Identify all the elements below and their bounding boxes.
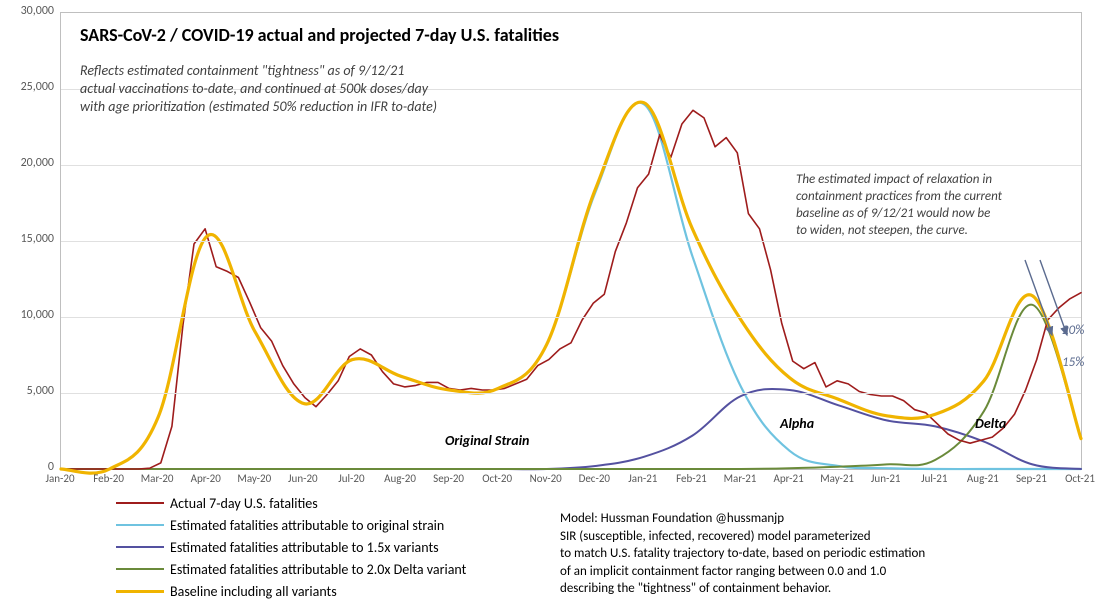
- x-tick-label: Jul-20: [338, 472, 364, 485]
- legend-item-baseline: Baseline including all variants: [116, 580, 466, 602]
- x-tick-label: Jun-20: [288, 472, 318, 485]
- x-tick-label: Oct-21: [1065, 472, 1095, 485]
- gridline: [61, 241, 1081, 242]
- legend-swatch: [116, 502, 164, 504]
- variant-label-original: Original Strain: [445, 432, 529, 449]
- gridline: [61, 317, 1081, 318]
- y-tick-label: 10,000: [4, 308, 54, 322]
- x-tick-label: Jan-21: [628, 472, 657, 485]
- gridline: [61, 393, 1081, 394]
- y-tick-label: 15,000: [4, 232, 54, 246]
- x-tick-label: Dec-20: [579, 472, 610, 485]
- chart-subtitle-2: actual vaccinations to-date, and continu…: [80, 80, 428, 98]
- variant-label-alpha: Alpha: [780, 415, 814, 432]
- series-delta: [61, 305, 1081, 469]
- x-tick-label: Sep-20: [433, 472, 464, 485]
- legend-item-alpha: Estimated fatalities attributable to 1.5…: [116, 536, 466, 558]
- x-tick-label: Oct-20: [482, 472, 512, 485]
- legend-label: Actual 7-day U.S. fatalities: [170, 495, 318, 512]
- legend-label: Estimated fatalities attributable to 2.0…: [170, 561, 466, 578]
- legend: Actual 7-day U.S. fatalities Estimated fa…: [116, 492, 466, 602]
- x-tick-label: May-20: [237, 472, 271, 485]
- legend-label: Estimated fatalities attributable to 1.5…: [170, 539, 439, 556]
- chart-subtitle-1: Reflects estimated containment "tightnes…: [80, 62, 404, 80]
- pct-label-20: 20%: [1062, 323, 1084, 338]
- x-tick-label: Mar-21: [724, 472, 757, 485]
- x-tick-label: Mar-20: [141, 472, 174, 485]
- x-tick-label: Sep-21: [1016, 472, 1047, 485]
- model-note-line-1: Model: Hussman Foundation @hussmanjp: [560, 510, 925, 528]
- legend-item-actual: Actual 7-day U.S. fatalities: [116, 492, 466, 514]
- x-tick-label: Apr-20: [191, 472, 221, 485]
- x-tick-label: Feb-21: [676, 472, 707, 485]
- legend-label: Baseline including all variants: [170, 583, 337, 600]
- chart-subtitle-3: with age prioritization (estimated 50% r…: [80, 98, 437, 116]
- model-note-line-4: of an implicit containment factor rangin…: [560, 563, 925, 581]
- legend-swatch: [116, 524, 164, 526]
- relax-annotation-1: The estimated impact of relaxation in: [796, 172, 992, 189]
- x-tick-label: May-21: [820, 472, 854, 485]
- relax-annotation-4: to widen, not steepen, the curve.: [796, 223, 968, 240]
- series-baseline: [61, 102, 1081, 473]
- gridline: [61, 165, 1081, 166]
- x-tick-label: Apr-21: [773, 472, 803, 485]
- model-note: Model: Hussman Foundation @hussmanjp SIR…: [560, 510, 925, 598]
- pct-label-15: 15%: [1062, 355, 1084, 370]
- legend-swatch: [116, 568, 164, 570]
- y-tick-label: 20,000: [4, 156, 54, 170]
- model-note-line-5: describing the "tightness" of containmen…: [560, 580, 925, 598]
- legend-swatch: [116, 590, 164, 593]
- model-note-line-2: SIR (susceptible, infected, recovered) m…: [560, 528, 925, 546]
- chart-container: SARS-CoV-2 / COVID-19 actual and project…: [0, 0, 1104, 615]
- x-tick-label: Jan-20: [45, 472, 74, 485]
- x-tick-label: Aug-21: [967, 472, 999, 485]
- relax-annotation-2: containment practices from the current: [796, 189, 1002, 206]
- y-tick-label: 5,000: [4, 384, 54, 398]
- variant-label-delta: Delta: [975, 415, 1006, 432]
- legend-item-original: Estimated fatalities attributable to ori…: [116, 514, 466, 536]
- series-alpha: [61, 389, 1081, 469]
- chart-title: SARS-CoV-2 / COVID-19 actual and project…: [80, 24, 559, 46]
- model-note-line-3: to match U.S. fatality trajectory to-dat…: [560, 545, 925, 563]
- legend-swatch: [116, 546, 164, 548]
- x-tick-label: Aug-20: [384, 472, 416, 485]
- y-tick-label: 25,000: [4, 80, 54, 94]
- legend-item-delta: Estimated fatalities attributable to 2.0…: [116, 558, 466, 580]
- x-tick-label: Feb-20: [93, 472, 124, 485]
- legend-label: Estimated fatalities attributable to ori…: [170, 517, 444, 534]
- x-tick-label: Jul-21: [921, 472, 947, 485]
- relax-annotation-3: baseline as of 9/12/21 would now be: [796, 206, 990, 223]
- x-tick-label: Jun-21: [871, 472, 901, 485]
- y-tick-label: 30,000: [4, 4, 54, 18]
- x-tick-label: Nov-20: [530, 472, 562, 485]
